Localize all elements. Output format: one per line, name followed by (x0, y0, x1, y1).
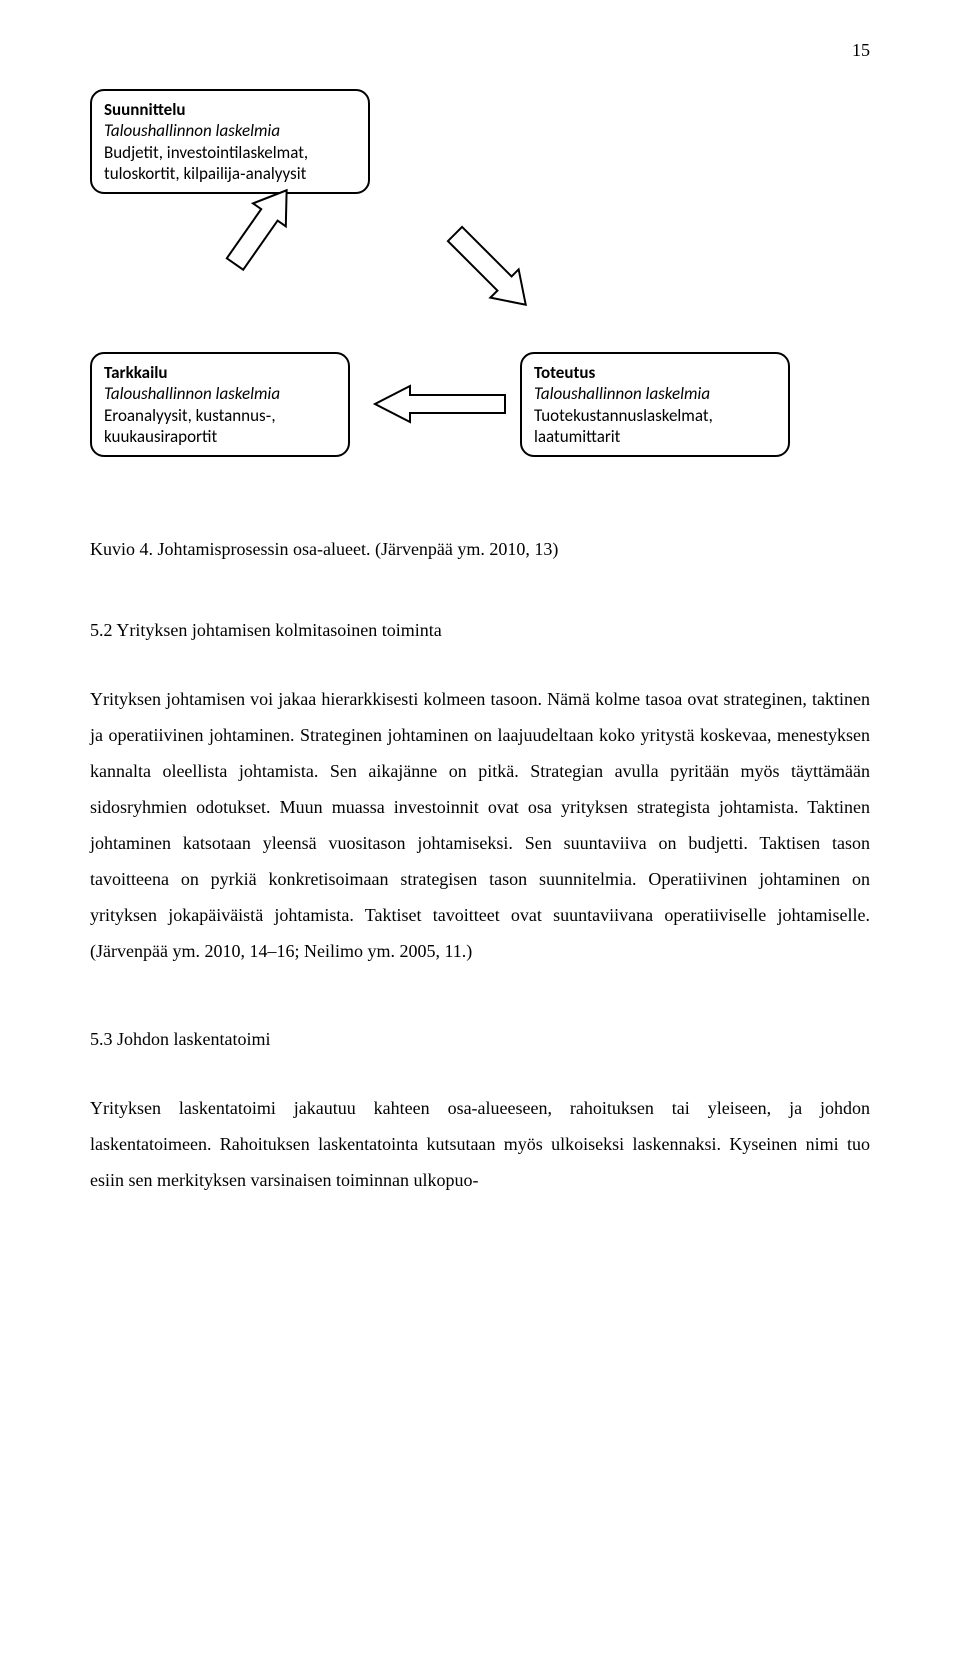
node-left-title: Tarkkailu (104, 362, 336, 383)
node-top-details: Budjetit, investointilaskelmat, tuloskor… (104, 142, 356, 185)
node-right-details: Tuotekustannuslaskelmat, laatumittarit (534, 405, 776, 448)
diagram-node-right: Toteutus Taloushallinnon laskelmia Tuote… (520, 352, 790, 457)
section-body-1: Yrityksen johtamisen voi jakaa hierarkki… (90, 681, 870, 969)
section-body-2: Yrityksen laskentatoimi jakautuu kahteen… (90, 1090, 870, 1198)
process-diagram: Suunnittelu Taloushallinnon laskelmia Bu… (90, 89, 870, 519)
node-left-subtitle: Taloushallinnon laskelmia (104, 383, 336, 404)
node-left-details: Eroanalyysit, kustannus‑, kuukausiraport… (104, 405, 336, 448)
diagram-node-top: Suunnittelu Taloushallinnon laskelmia Bu… (90, 89, 370, 194)
figure-caption: Kuvio 4. Johtamisprosessin osa-alueet. (… (90, 539, 870, 560)
section-heading-1: 5.2 Yrityksen johtamisen kolmitasoinen t… (90, 620, 870, 641)
node-right-subtitle: Taloushallinnon laskelmia (534, 383, 776, 404)
node-top-subtitle: Taloushallinnon laskelmia (104, 120, 356, 141)
section-heading-2: 5.3 Johdon laskentatoimi (90, 1029, 870, 1050)
node-top-title: Suunnittelu (104, 99, 356, 120)
page-number: 15 (90, 40, 870, 61)
diagram-node-left: Tarkkailu Taloushallinnon laskelmia Eroa… (90, 352, 350, 457)
node-right-title: Toteutus (534, 362, 776, 383)
